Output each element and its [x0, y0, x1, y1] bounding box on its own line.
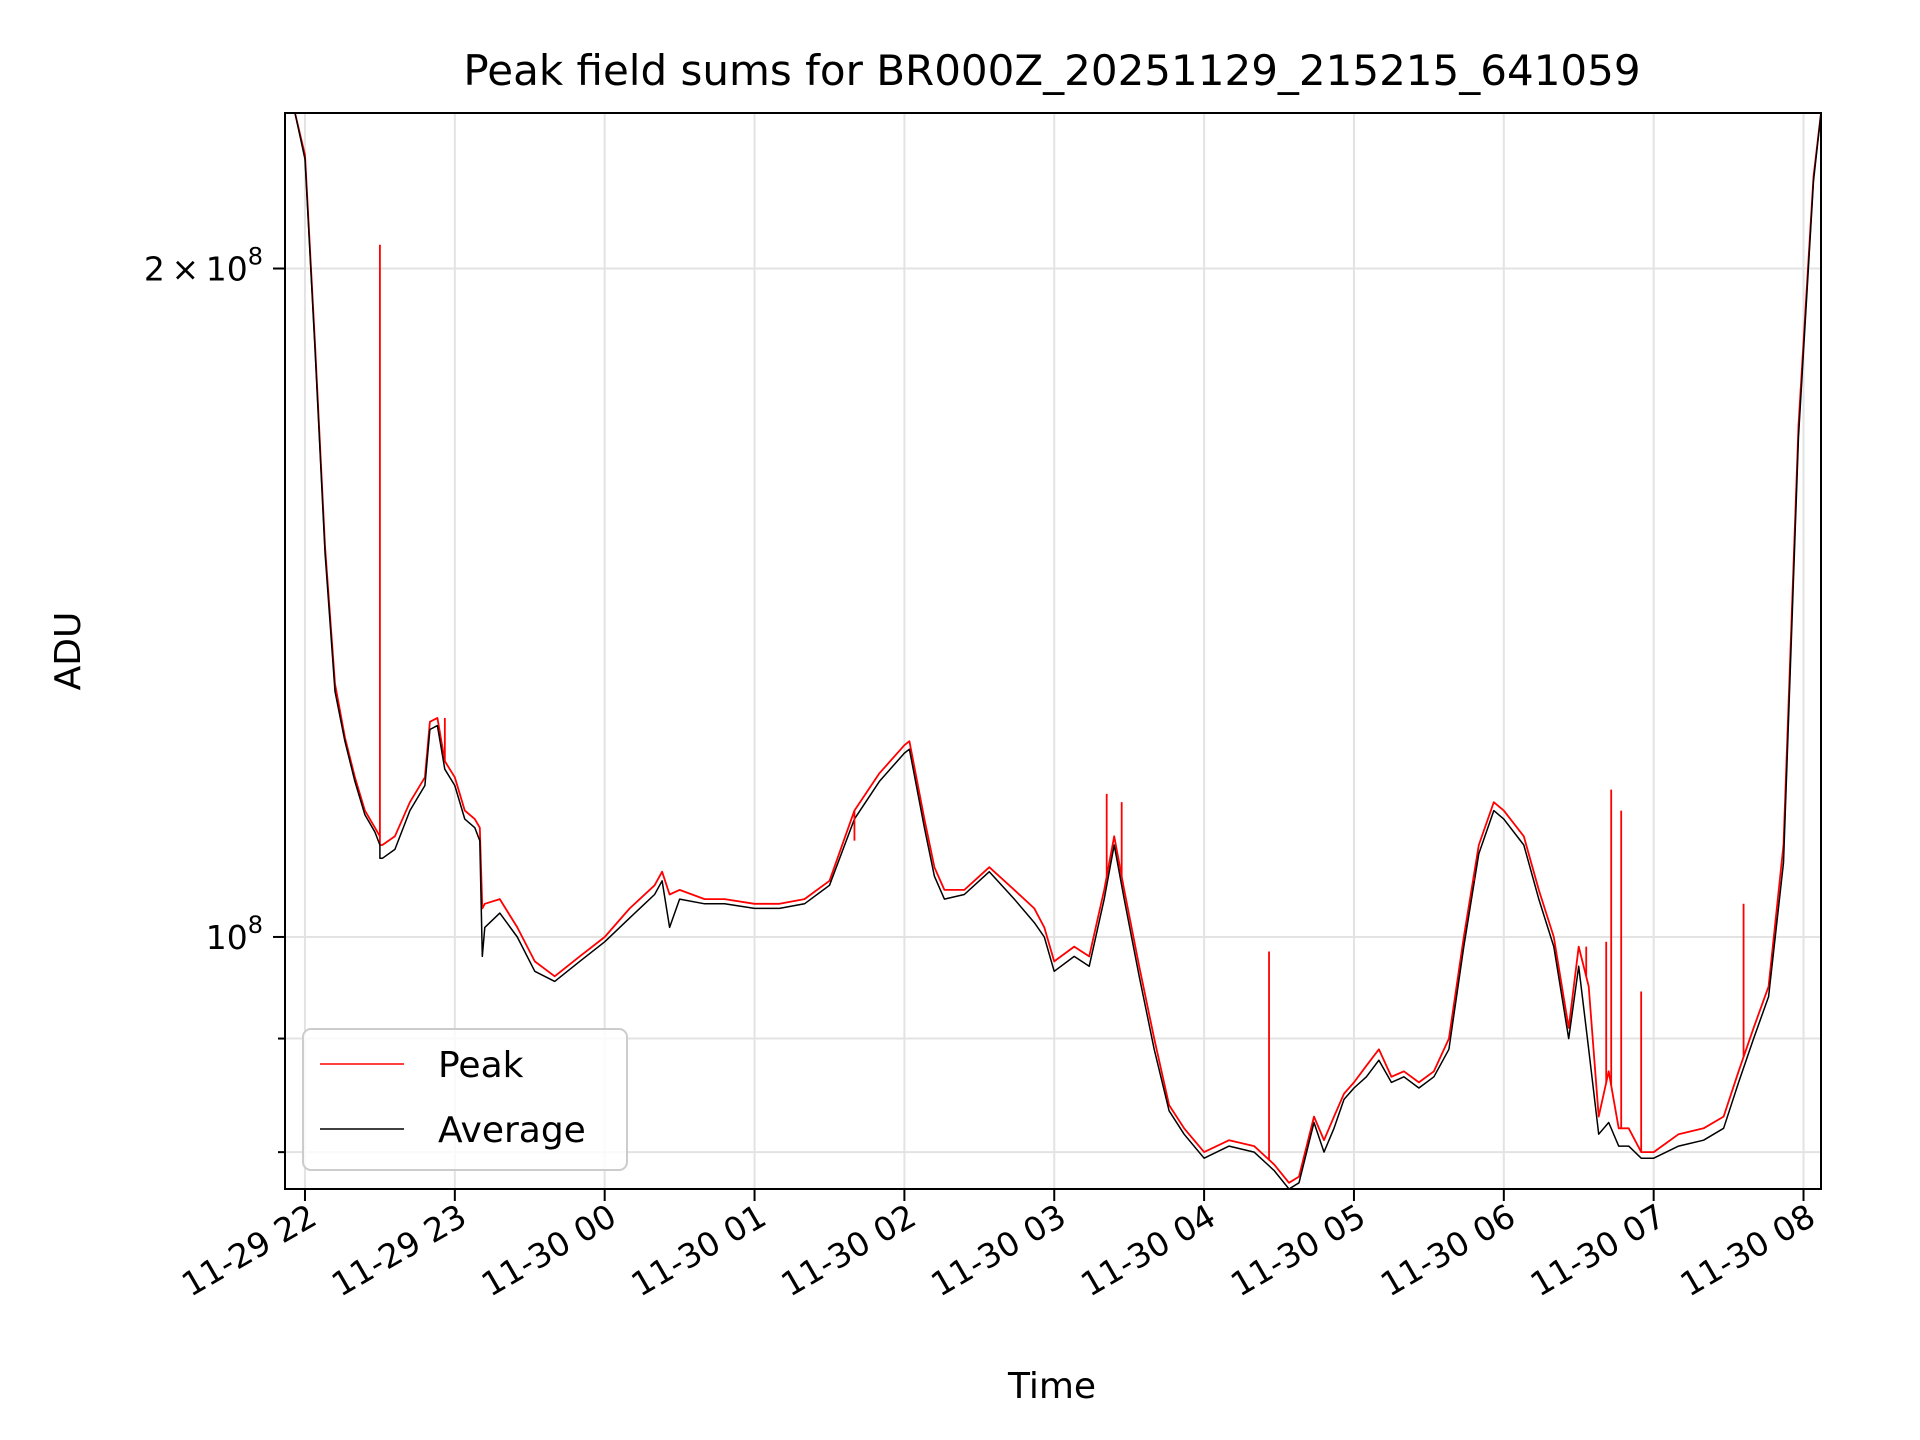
series-lines [285, 113, 1821, 1189]
series-line-peak [285, 113, 1821, 1184]
y-tick-label: 2 × 108 [144, 243, 263, 289]
x-tick-label: 11-30 08 [1674, 1196, 1822, 1304]
series-line-average [285, 113, 1821, 1189]
y-axis-label: ADU [48, 612, 89, 691]
legend-label-average: Average [438, 1110, 586, 1151]
x-tick-label: 11-29 23 [325, 1196, 473, 1304]
x-tick-label: 11-30 00 [475, 1196, 623, 1304]
x-tick-label: 11-30 04 [1074, 1196, 1222, 1304]
x-tick-label: 11-29 22 [175, 1196, 323, 1304]
legend-label-peak: Peak [438, 1045, 524, 1086]
chart-title: Peak field sums for BR000Z_20251129_2152… [463, 46, 1640, 95]
chart-legend: Peak Average [302, 1028, 628, 1171]
x-tick-label: 11-30 06 [1374, 1196, 1522, 1304]
x-tick-label: 11-30 07 [1524, 1196, 1672, 1304]
plot-frame [284, 112, 1822, 1190]
x-tick-label: 11-30 01 [625, 1196, 773, 1304]
x-tick-label: 11-30 05 [1224, 1196, 1372, 1304]
x-axis-label: Time [1007, 1366, 1096, 1407]
x-tick-label: 11-30 03 [924, 1196, 1072, 1304]
y-tick-label: 108 [206, 911, 263, 957]
grid-lines [285, 113, 1821, 1189]
x-tick-label: 11-30 02 [774, 1196, 922, 1304]
